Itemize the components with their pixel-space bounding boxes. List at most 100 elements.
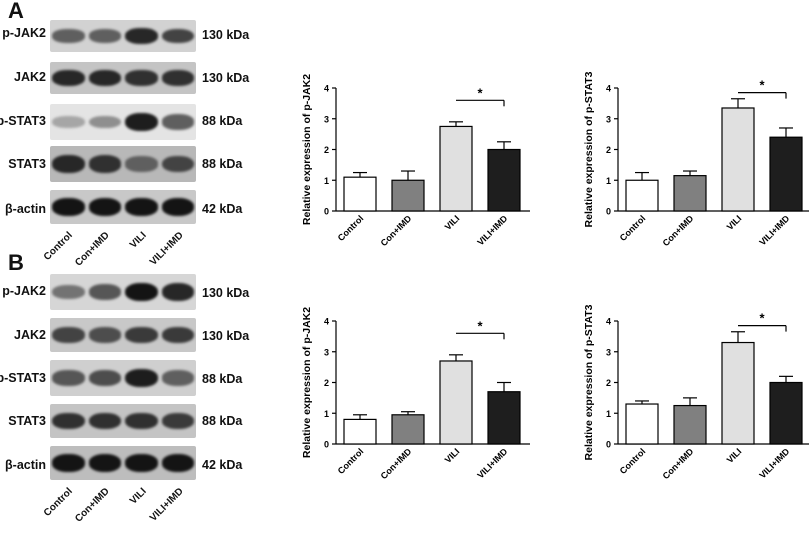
y-tick-label: 4 xyxy=(324,317,329,327)
category-label: Control xyxy=(618,213,648,243)
blot-band xyxy=(88,284,121,300)
bar xyxy=(769,381,803,445)
y-tick-label: 0 xyxy=(606,207,611,217)
bar-chart-b-pjak2: 0 1 2 3 4 Relative expression of p-JAK2 Contro… xyxy=(301,307,530,481)
blot-band xyxy=(161,370,194,386)
western-blot-strip xyxy=(50,404,196,438)
blot-band xyxy=(161,327,194,343)
blot-band xyxy=(88,412,121,430)
blot-band xyxy=(52,70,85,86)
bar xyxy=(721,107,755,212)
category-label: VILI xyxy=(443,213,462,232)
blot-band xyxy=(88,155,121,173)
y-tick-label: 4 xyxy=(324,84,329,94)
kda-label: 88 kDa xyxy=(202,372,243,386)
bar xyxy=(487,148,521,212)
category-label: Control xyxy=(336,213,366,243)
blot-band xyxy=(88,454,121,472)
blot-band xyxy=(161,198,194,216)
western-blot-strip xyxy=(50,318,196,352)
blot-band xyxy=(125,368,158,388)
category-label: Con+IMD xyxy=(379,213,414,248)
bar xyxy=(721,341,755,445)
bar xyxy=(391,179,425,212)
kda-label: 42 kDa xyxy=(202,202,243,216)
category-label: VILI+IMD xyxy=(475,213,509,247)
blot-band xyxy=(52,327,85,343)
y-tick-label: 0 xyxy=(606,440,611,450)
y-tick-label: 2 xyxy=(606,378,611,388)
y-tick-label: 2 xyxy=(324,378,329,388)
blot-label: STAT3 xyxy=(8,414,46,428)
blot-label: JAK2 xyxy=(14,70,46,84)
y-axis-label: Relative expression of p-JAK2 xyxy=(301,74,313,225)
blot-band xyxy=(52,198,85,216)
significance-star: * xyxy=(477,318,483,333)
blot-band xyxy=(88,29,121,43)
y-tick-label: 1 xyxy=(606,409,611,419)
y-tick-label: 3 xyxy=(606,114,611,124)
blot-band xyxy=(52,116,85,128)
bar xyxy=(391,414,425,445)
y-tick-label: 3 xyxy=(324,347,329,357)
blot-band xyxy=(125,156,158,172)
category-label: VILI xyxy=(725,446,744,465)
bar xyxy=(439,125,473,212)
blot-label: p-STAT3 xyxy=(0,114,46,128)
bar xyxy=(487,391,521,445)
blot-band xyxy=(125,412,158,430)
kda-label: 130 kDa xyxy=(202,71,250,85)
kda-label: 130 kDa xyxy=(202,28,250,42)
blot-band xyxy=(161,70,194,86)
panel-letter-a: A xyxy=(8,0,24,23)
bar xyxy=(625,403,659,445)
blot-band xyxy=(125,454,158,472)
bar xyxy=(625,179,659,212)
category-label: Control xyxy=(336,446,366,476)
blot-band xyxy=(161,114,194,130)
blot-label: β-actin xyxy=(5,458,46,472)
kda-label: 130 kDa xyxy=(202,329,250,343)
western-blot-strip xyxy=(50,146,196,182)
bar xyxy=(673,175,707,212)
blot-band xyxy=(125,70,158,86)
bar xyxy=(343,176,377,212)
blot-band xyxy=(88,198,121,216)
western-blot-strip xyxy=(50,190,196,224)
category-label: Con+IMD xyxy=(661,446,696,481)
kda-label: 88 kDa xyxy=(202,157,243,171)
blot-label: JAK2 xyxy=(14,328,46,342)
bar-chart-b-pstat3: 0 1 2 3 4 Relative expression of p-STAT3 Contr… xyxy=(583,305,809,481)
blot-label: p-JAK2 xyxy=(2,26,46,40)
bar-chart-a-pjak2: 0 1 2 3 4 Relative expression of p-JAK2 Contro… xyxy=(301,74,530,248)
blot-band xyxy=(88,327,121,343)
kda-label: 88 kDa xyxy=(202,414,243,428)
category-label: VILI xyxy=(443,446,462,465)
bar xyxy=(673,404,707,445)
significance-star: * xyxy=(477,85,483,100)
y-tick-label: 2 xyxy=(324,145,329,155)
y-tick-label: 0 xyxy=(324,207,329,217)
blot-band xyxy=(52,284,85,300)
category-label: Con+IMD xyxy=(661,213,696,248)
blot-band xyxy=(52,29,85,43)
category-label: Con+IMD xyxy=(379,446,414,481)
y-axis-label: Relative expression of p-STAT3 xyxy=(583,72,595,227)
y-tick-label: 3 xyxy=(324,114,329,124)
y-tick-label: 1 xyxy=(324,176,329,186)
blot-band xyxy=(52,412,85,430)
blot-band xyxy=(125,327,158,343)
blot-band xyxy=(52,454,85,472)
y-tick-label: 1 xyxy=(606,176,611,186)
bar-chart-a-pstat3: 0 1 2 3 4 Relative expression of p-STAT3 Contr… xyxy=(583,72,809,248)
category-label: VILI+IMD xyxy=(757,213,791,247)
y-tick-label: 1 xyxy=(324,409,329,419)
western-blot-strip xyxy=(50,62,196,94)
blot-label: STAT3 xyxy=(8,157,46,171)
y-tick-label: 3 xyxy=(606,347,611,357)
blot-band xyxy=(125,198,158,216)
kda-label: 88 kDa xyxy=(202,114,243,128)
significance-star: * xyxy=(759,311,765,326)
western-blot-strip xyxy=(50,446,196,480)
category-label: VILI+IMD xyxy=(757,446,791,480)
